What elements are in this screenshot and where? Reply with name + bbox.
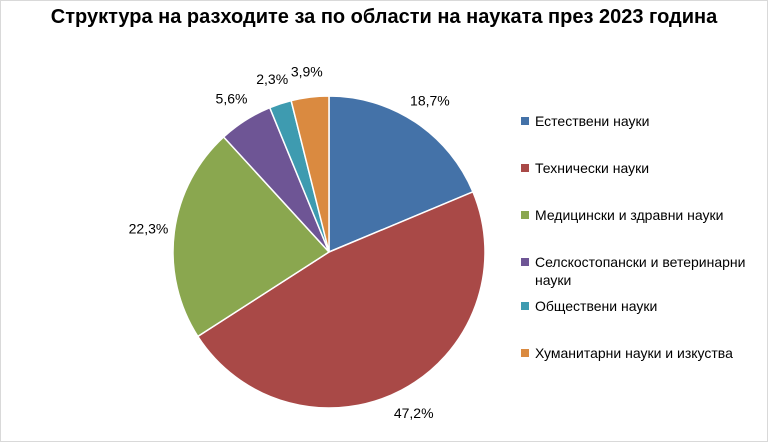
legend-swatch [521, 302, 529, 310]
pie-slice [290, 95, 330, 253]
data-label: 2,3% [256, 71, 288, 87]
data-label: 22,3% [129, 221, 169, 237]
legend-swatch [521, 258, 529, 266]
legend-item: Обществени науки [521, 297, 761, 315]
data-label: 3,9% [291, 63, 323, 79]
legend-item: Естествени науки [521, 112, 761, 130]
legend-label: Медицински и здравни науки [535, 207, 724, 223]
data-label: 5,6% [216, 90, 248, 106]
legend-item: Хуманитарни науки и изкуства [521, 344, 761, 362]
legend-label: Хуманитарни науки и изкуства [535, 345, 733, 361]
pie-slice [196, 190, 486, 409]
legend-swatch [521, 211, 529, 219]
legend-label: Селскостопански и ветеринарни науки [535, 254, 746, 288]
data-label: 47,2% [394, 405, 434, 421]
pie-slice [172, 135, 331, 338]
data-label: 18,7% [410, 93, 450, 109]
chart-title: Структура на разходите за по области на … [50, 6, 718, 28]
legend-item: Технически науки [521, 159, 761, 177]
legend-swatch [521, 349, 529, 357]
legend-label: Технически науки [535, 160, 650, 176]
legend-label: Обществени науки [535, 298, 658, 314]
legend-swatch [521, 164, 529, 172]
legend-swatch [521, 117, 529, 125]
legend-item: Селскостопански и ветеринарни науки [521, 253, 761, 289]
pie-slice [328, 95, 474, 254]
legend-label: Естествени науки [535, 113, 650, 129]
legend-item: Медицински и здравни науки [521, 206, 761, 224]
